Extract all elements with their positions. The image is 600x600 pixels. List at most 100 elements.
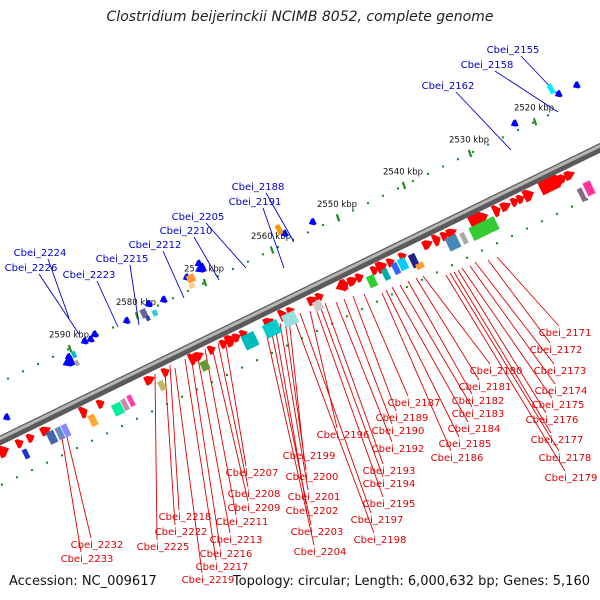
scale-tick <box>67 344 73 353</box>
forward-gene-arrow <box>515 194 525 205</box>
leader-line <box>457 269 547 414</box>
track-dot <box>51 355 55 358</box>
forward-gene-arrow <box>14 439 24 449</box>
cog-category-box <box>415 261 425 271</box>
forward-gene-arrow <box>346 276 358 287</box>
track-dot <box>450 263 454 267</box>
gene-label: Cbei_2219 <box>182 575 235 586</box>
track-dot <box>555 212 559 216</box>
track-dot <box>105 432 109 435</box>
leader-line <box>496 256 560 327</box>
track-dot <box>36 362 40 366</box>
leader-line <box>217 342 249 488</box>
reverse-gene-arrow <box>2 412 11 421</box>
cog-category-box <box>240 330 260 351</box>
track-dot <box>471 150 475 154</box>
reverse-gene-arrow <box>86 335 95 343</box>
reverse-gene-arrow <box>122 316 131 324</box>
track-dot <box>480 249 484 252</box>
leader-line <box>196 352 231 534</box>
cog-category-box <box>396 256 410 272</box>
track-dot <box>156 304 160 307</box>
gene-label: Cbei_2225 <box>137 542 190 553</box>
leader-line <box>262 207 285 269</box>
track-dot <box>381 194 385 198</box>
leader-line <box>174 367 203 574</box>
cog-category-box <box>185 273 197 284</box>
forward-gene-arrow <box>160 367 170 378</box>
leader-line <box>162 250 185 299</box>
cog-category-box <box>110 401 126 417</box>
cog-category-box <box>45 429 59 445</box>
leader-line <box>265 331 315 546</box>
leader-line <box>381 292 452 452</box>
forward-gene-arrow <box>354 273 364 283</box>
leader-line <box>363 293 409 397</box>
track-dot <box>285 344 289 347</box>
gene-label: Cbei_2171 <box>539 328 592 339</box>
cog-category-box <box>365 274 379 289</box>
gene-label: Cbei_2216 <box>200 549 253 560</box>
leader-line <box>205 222 247 269</box>
leader-line <box>284 320 307 471</box>
gene-features <box>0 81 596 460</box>
track-dot <box>465 256 469 260</box>
track-dot <box>240 366 244 369</box>
leader-line <box>129 264 140 326</box>
gene-label: Cbei_2155 <box>487 45 540 56</box>
gene-label: Cbei_2188 <box>232 182 285 193</box>
leader-line <box>399 284 473 408</box>
leader-line <box>309 310 338 429</box>
scale-tick <box>467 149 473 158</box>
gene-label: Cbei_2226 <box>5 263 58 274</box>
track-dot <box>201 282 205 285</box>
leader-line <box>169 364 180 511</box>
forward-gene-arrow <box>421 240 433 251</box>
track-dot <box>171 297 175 300</box>
gene-label: Cbei_2218 <box>159 512 212 523</box>
track-dot <box>405 285 409 289</box>
leader-line <box>445 274 566 472</box>
track-dot <box>30 468 34 472</box>
track-dot <box>111 326 115 329</box>
cog-category-box <box>380 267 392 282</box>
reverse-gene-arrow <box>308 217 317 226</box>
label-leaders <box>38 55 566 574</box>
scale-tick <box>202 278 208 287</box>
leader-line <box>407 280 473 395</box>
scale-label: 2520 kbp <box>514 104 554 114</box>
forward-gene-arrow <box>430 234 441 247</box>
gene-label: Cbei_2190 <box>372 426 425 437</box>
gene-label: Cbei_2200 <box>286 472 339 483</box>
track-dot <box>315 329 319 333</box>
track-dot <box>0 483 4 486</box>
forward-gene-arrow <box>521 189 534 203</box>
forward-gene-arrow <box>490 205 501 218</box>
forward-gene-arrow <box>445 228 457 239</box>
gene-label: Cbei_2233 <box>61 554 114 565</box>
reverse-gene-arrow <box>80 336 89 345</box>
reverse-gene-arrow <box>159 295 168 303</box>
leader-line <box>455 91 512 151</box>
forward-gene-arrow <box>77 406 88 419</box>
cog-category-box <box>21 448 31 460</box>
cog-category-box <box>468 216 500 241</box>
leader-line <box>335 301 393 443</box>
gene-label: Cbei_2205 <box>172 212 225 223</box>
scale-label: 2530 kbp <box>449 135 489 145</box>
cog-category-box <box>151 309 159 317</box>
scale-label: 2540 kbp <box>383 168 423 178</box>
gene-label: Cbei_2223 <box>63 270 116 281</box>
leader-line <box>190 355 221 548</box>
track-dot <box>66 348 70 351</box>
leader-line <box>164 370 176 526</box>
gene-label: Cbei_2186 <box>431 453 484 464</box>
gene-label: Cbei_2198 <box>354 535 407 546</box>
forward-gene-arrow <box>563 171 575 182</box>
gene-label: Cbei_2158 <box>461 60 514 71</box>
cog-category-box <box>199 359 211 372</box>
reverse-gene-arrow <box>510 119 519 127</box>
track-dot <box>456 158 460 161</box>
forward-gene-arrow <box>509 197 519 208</box>
